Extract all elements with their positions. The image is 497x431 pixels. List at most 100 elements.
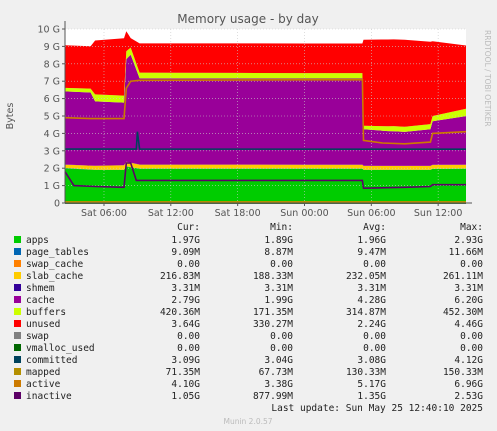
y-axis-label: Bytes <box>5 103 16 130</box>
legend-value-avg: 0.00 <box>363 331 386 342</box>
legend-value-min: 1.89G <box>264 235 293 246</box>
y-tick-label: 4 G <box>44 129 60 140</box>
legend-value-cur: 3.09G <box>171 355 200 366</box>
legend-value-cur: 4.10G <box>171 379 200 390</box>
area-unused <box>65 31 466 127</box>
y-tick-label: 5 G <box>44 112 60 123</box>
y-axis: 0 1 G 2 G 3 G 4 G 5 G 6 G 7 G 8 G 9 G 10 G <box>38 25 65 210</box>
stacked-areas <box>65 31 466 203</box>
legend-value-min: 1.99G <box>264 295 293 306</box>
legend-value-max: 0.00 <box>460 259 483 270</box>
chart-title: Memory usage - by day <box>177 12 318 26</box>
legend-swatch <box>14 308 21 315</box>
legend-value-max: 6.20G <box>454 295 483 306</box>
legend-value-min: 3.04G <box>264 355 293 366</box>
y-tick-label: 0 <box>54 199 60 210</box>
legend-value-avg: 314.87M <box>346 307 386 318</box>
legend-name: active <box>26 379 61 390</box>
legend-header: Cur: <box>177 222 200 233</box>
x-tick-label: Sun 12:00 <box>414 208 462 219</box>
legend-swatch <box>14 332 21 339</box>
legend-name: shmem <box>26 283 55 294</box>
legend-name: swap <box>26 331 49 342</box>
legend-value-max: 2.93G <box>454 235 483 246</box>
legend-swatch <box>14 368 21 375</box>
y-tick-label: 6 G <box>44 94 60 105</box>
legend-name: mapped <box>26 367 60 378</box>
line-active <box>64 79 467 145</box>
x-tick-label: Sun 06:00 <box>347 208 395 219</box>
rrdtool-side-label: RRDTOOL / TOBI OETIKER <box>483 30 492 127</box>
x-tick-label: Sat 12:00 <box>148 208 194 219</box>
y-tick-label: 9 G <box>44 42 60 53</box>
legend-swatch <box>14 248 21 255</box>
legend-value-avg: 0.00 <box>363 343 386 354</box>
legend-swatch <box>14 320 21 327</box>
legend-value-min: 67.73M <box>259 367 294 378</box>
legend-value-min: 0.00 <box>270 259 293 270</box>
legend-swatch <box>14 260 21 267</box>
legend-value-cur: 3.64G <box>171 319 200 330</box>
legend-value-min: 8.87M <box>264 247 293 258</box>
legend-value-min: 188.33M <box>253 271 293 282</box>
legend-value-avg: 9.47M <box>357 247 386 258</box>
legend-value-cur: 0.00 <box>177 331 200 342</box>
legend-value-min: 171.35M <box>253 307 293 318</box>
legend-value-max: 452.30M <box>443 307 483 318</box>
legend-value-max: 0.00 <box>460 331 483 342</box>
legend-value-avg: 3.31M <box>357 283 386 294</box>
line-inactive <box>64 162 466 190</box>
legend-value-avg: 1.35G <box>357 391 386 402</box>
last-update: Last update: Sun May 25 12:40:10 2025 <box>271 403 483 414</box>
y-tick-label: 10 G <box>38 25 60 36</box>
legend-header: Avg: <box>363 222 386 233</box>
legend-value-max: 261.11M <box>443 271 483 282</box>
legend-value-avg: 3.08G <box>357 355 386 366</box>
legend-name: page_tables <box>26 247 89 258</box>
legend-value-cur: 216.83M <box>160 271 200 282</box>
munin-version: Munin 2.0.57 <box>223 417 272 426</box>
legend-value-cur: 1.05G <box>171 391 200 402</box>
legend-swatch <box>14 296 21 303</box>
legend-value-max: 11.66M <box>449 247 484 258</box>
legend-name: apps <box>26 235 49 246</box>
x-tick-label: Sat 06:00 <box>81 208 127 219</box>
legend-name: committed <box>26 355 77 366</box>
legend-value-max: 3.31M <box>454 283 483 294</box>
legend-value-min: 330.27M <box>253 319 293 330</box>
legend-value-cur: 2.79G <box>171 295 200 306</box>
legend-value-cur: 420.36M <box>160 307 200 318</box>
legend-name: unused <box>26 319 60 330</box>
y-tick-label: 7 G <box>44 77 60 88</box>
legend-value-cur: 0.00 <box>177 259 200 270</box>
legend-value-max: 0.00 <box>460 343 483 354</box>
legend-value-avg: 4.28G <box>357 295 386 306</box>
area-apps <box>65 166 466 203</box>
legend-swatch <box>14 236 21 243</box>
legend-value-cur: 71.35M <box>166 367 201 378</box>
legend-name: cache <box>26 295 55 306</box>
series-lines <box>64 21 472 204</box>
legend-name: slab_cache <box>26 271 83 282</box>
legend-value-avg: 130.33M <box>346 367 386 378</box>
legend-value-cur: 1.97G <box>171 235 200 246</box>
y-tick-label: 8 G <box>44 59 60 70</box>
legend-name: vmalloc_used <box>26 343 95 354</box>
legend-value-min: 3.38G <box>264 379 293 390</box>
legend-name: swap_cache <box>26 259 83 270</box>
legend-swatch <box>14 344 21 351</box>
legend-value-avg: 0.00 <box>363 259 386 270</box>
legend-value-avg: 5.17G <box>357 379 386 390</box>
legend-value-avg: 2.24G <box>357 319 386 330</box>
legend-value-max: 4.46G <box>454 319 483 330</box>
legend-value-min: 877.99M <box>253 391 293 402</box>
x-tick-label: Sat 18:00 <box>215 208 261 219</box>
legend-value-max: 4.12G <box>454 355 483 366</box>
legend-value-avg: 1.96G <box>357 235 386 246</box>
legend-value-min: 0.00 <box>270 331 293 342</box>
legend-value-cur: 3.31M <box>171 283 200 294</box>
legend-swatch <box>14 392 21 399</box>
legend-swatch <box>14 272 21 279</box>
y-tick-label: 3 G <box>44 146 60 157</box>
